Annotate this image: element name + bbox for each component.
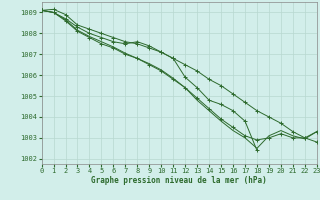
X-axis label: Graphe pression niveau de la mer (hPa): Graphe pression niveau de la mer (hPa) bbox=[91, 176, 267, 185]
